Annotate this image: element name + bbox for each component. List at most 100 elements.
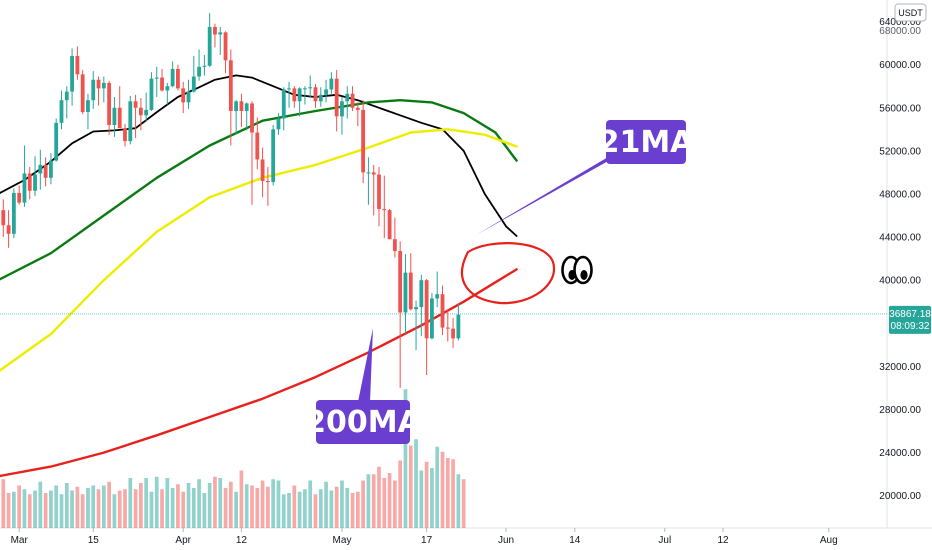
candle-body xyxy=(419,280,424,308)
ma-line-50ma xyxy=(0,98,518,281)
candle-body xyxy=(186,91,191,103)
volume-bar xyxy=(419,470,424,528)
candle xyxy=(255,117,260,170)
candle-body xyxy=(70,56,74,92)
callout-21ma-text: 21MA xyxy=(599,125,695,160)
volume-bar xyxy=(387,473,392,528)
price-tick-label: 60000.00 xyxy=(879,60,921,71)
volume-bar xyxy=(260,480,265,528)
candle xyxy=(101,76,106,103)
candle xyxy=(27,167,32,200)
candle-body xyxy=(329,78,334,90)
volume-bar xyxy=(461,479,466,528)
candle-body xyxy=(260,159,265,182)
candle xyxy=(292,86,297,108)
candle-body xyxy=(223,32,228,61)
candle-body xyxy=(392,239,397,252)
volume-bar xyxy=(281,494,286,528)
candle-body xyxy=(308,87,313,89)
volume-bar xyxy=(86,488,90,528)
candle xyxy=(22,145,27,207)
volume-bar xyxy=(165,478,170,528)
candle-body xyxy=(138,107,143,116)
candle-body xyxy=(430,298,434,339)
candle xyxy=(70,48,74,106)
candle xyxy=(324,79,328,103)
volume-bar xyxy=(371,474,376,528)
volume-bar xyxy=(435,446,440,528)
candle xyxy=(350,86,355,111)
price-tick-label: 40000.00 xyxy=(879,276,921,287)
candle-body xyxy=(160,77,164,91)
candle-body xyxy=(244,103,249,111)
candle xyxy=(398,241,403,388)
candle-body xyxy=(234,101,239,111)
volume-bar xyxy=(181,491,186,528)
candle-body xyxy=(276,118,281,130)
volume-bar xyxy=(207,483,212,528)
candle-body xyxy=(281,89,286,119)
candle-body xyxy=(149,78,154,110)
candle-body xyxy=(43,164,48,178)
volume-bar xyxy=(12,491,16,528)
volume-bars xyxy=(1,389,466,528)
volume-bar xyxy=(6,493,11,528)
volume-bar xyxy=(43,493,48,528)
candle-body xyxy=(382,209,387,211)
candle xyxy=(424,279,429,375)
volume-bar xyxy=(17,485,22,528)
volume-bar xyxy=(228,481,233,528)
candle-body xyxy=(202,65,207,67)
candle xyxy=(250,101,254,205)
price-tick-label: 20000.00 xyxy=(879,491,921,502)
candle-body xyxy=(440,294,445,328)
candle xyxy=(59,90,64,130)
volume-bar xyxy=(123,489,127,528)
candle-body xyxy=(324,89,328,95)
volume-bar xyxy=(271,479,276,528)
candle-body xyxy=(33,174,37,191)
time-tick-label: Aug xyxy=(820,535,838,546)
candle xyxy=(165,82,170,105)
candle xyxy=(403,254,408,335)
price-axis: 20000.00 24000.00 28000.00 32000.00 40000.00… xyxy=(879,17,921,502)
candle xyxy=(1,199,6,238)
price-tick-label: 44000.00 xyxy=(879,233,921,244)
last-price-marker: 36867.18 08:09:32 xyxy=(889,305,931,334)
candle-body xyxy=(334,78,339,117)
candle-body xyxy=(371,172,376,175)
candle-body xyxy=(366,172,371,174)
volume-bar xyxy=(223,488,228,528)
callout-200ma-pointer xyxy=(358,328,373,402)
callout-21ma-box xyxy=(606,120,686,164)
candle xyxy=(202,54,207,76)
candle-body xyxy=(49,160,53,178)
candle-body xyxy=(292,88,297,102)
volume-bar xyxy=(160,489,164,528)
candle xyxy=(334,70,339,132)
ma-line-100ma xyxy=(0,128,518,372)
volume-bar xyxy=(107,481,111,528)
candle xyxy=(313,84,318,108)
candle-body xyxy=(250,103,254,133)
candle-body xyxy=(144,109,149,116)
candle-body xyxy=(91,79,96,101)
candle-body xyxy=(154,77,159,79)
price-tick-label: 48000.00 xyxy=(879,190,921,201)
candle-body xyxy=(128,101,133,142)
candle xyxy=(11,188,16,239)
candle-body xyxy=(239,101,244,111)
candle xyxy=(176,64,180,91)
volume-bar xyxy=(239,470,244,528)
price-unit-badge[interactable]: USDT xyxy=(894,3,927,22)
candle xyxy=(287,81,291,108)
candle-body xyxy=(96,79,101,89)
candle xyxy=(303,86,307,105)
candle xyxy=(107,80,112,135)
time-tick-label: May xyxy=(333,535,352,546)
volume-bar xyxy=(355,491,360,528)
volume-bar xyxy=(112,494,117,528)
volume-bar xyxy=(54,485,59,528)
moving-average-lines xyxy=(0,74,518,478)
candle xyxy=(49,153,53,185)
